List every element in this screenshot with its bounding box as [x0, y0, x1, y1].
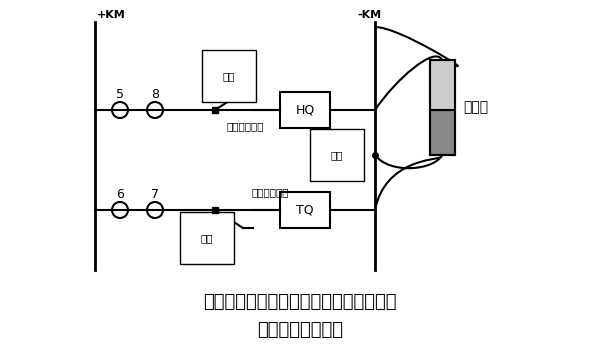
Text: +KM: +KM — [97, 10, 126, 20]
Text: 7: 7 — [151, 188, 159, 200]
Bar — [430, 60, 455, 110]
Text: 外触发接线图（用于不带储能机构、交流: 外触发接线图（用于不带储能机构、交流 — [203, 293, 397, 311]
Text: 黑线: 黑线 — [331, 150, 343, 160]
Text: -KM: -KM — [357, 10, 381, 20]
Text: 红线: 红线 — [223, 71, 235, 81]
Text: 合闸辅助触点: 合闸辅助触点 — [226, 121, 264, 131]
Text: 5: 5 — [116, 87, 124, 101]
Text: 6: 6 — [116, 188, 124, 200]
Text: HQ: HQ — [295, 103, 314, 117]
FancyBboxPatch shape — [280, 192, 330, 228]
Text: TQ: TQ — [296, 204, 314, 216]
Text: 开关或永磁开关）: 开关或永磁开关） — [257, 321, 343, 339]
FancyBboxPatch shape — [280, 92, 330, 128]
Text: 8: 8 — [151, 87, 159, 101]
Text: 绿线: 绿线 — [201, 233, 213, 243]
Bar — [430, 60, 455, 155]
Text: 外触发: 外触发 — [463, 101, 488, 114]
Text: 分闸辅助触点: 分闸辅助触点 — [251, 187, 289, 197]
Bar — [430, 110, 455, 155]
